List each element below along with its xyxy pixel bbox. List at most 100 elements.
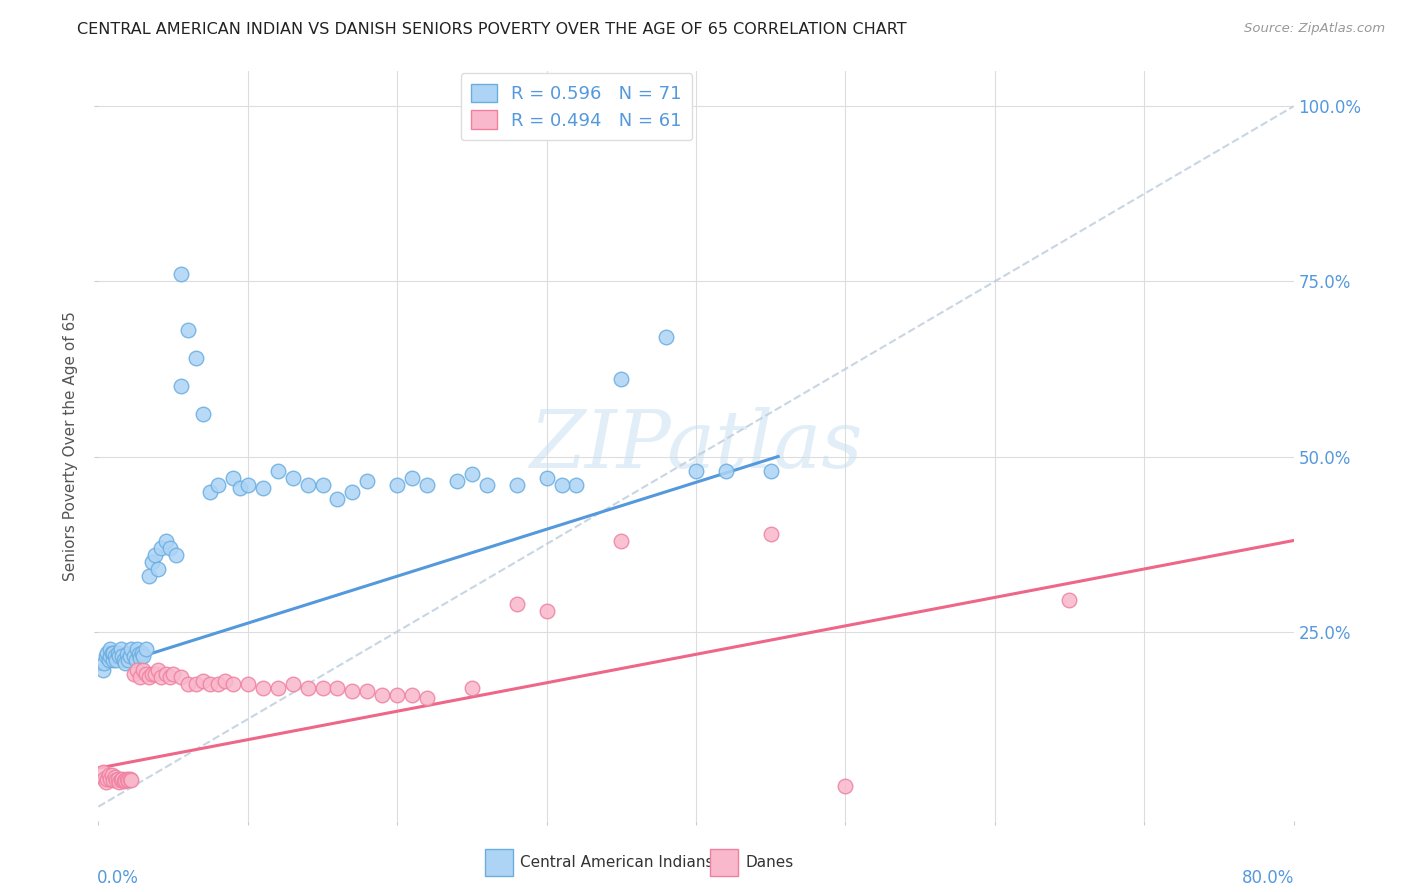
Point: [93, 656, 115, 670]
Point: [110, 642, 132, 657]
Point: [96, 772, 118, 786]
Point: [200, 484, 222, 499]
Point: [252, 481, 274, 495]
Point: [252, 681, 274, 695]
Point: [114, 656, 136, 670]
Point: [401, 470, 423, 484]
Point: [112, 774, 135, 789]
Point: [385, 688, 409, 702]
Point: [229, 481, 252, 495]
Point: [222, 677, 245, 691]
Point: [104, 770, 127, 784]
Point: [117, 772, 139, 787]
Point: [1059, 593, 1081, 607]
Point: [124, 666, 146, 681]
Point: [165, 548, 187, 562]
Point: [111, 649, 134, 664]
Point: [169, 268, 191, 282]
Text: ZIPatlas: ZIPatlas: [529, 408, 863, 484]
Point: [105, 652, 128, 666]
Point: [135, 642, 157, 657]
Point: [371, 688, 394, 702]
Point: [94, 649, 117, 664]
Point: [759, 526, 782, 541]
Legend: R = 0.596   N = 71, R = 0.494   N = 61: R = 0.596 N = 71, R = 0.494 N = 61: [461, 73, 692, 140]
Point: [356, 684, 378, 698]
Point: [177, 323, 200, 337]
Point: [550, 477, 572, 491]
Text: CENTRAL AMERICAN INDIAN VS DANISH SENIORS POVERTY OVER THE AGE OF 65 CORRELATION: CENTRAL AMERICAN INDIAN VS DANISH SENIOR…: [77, 22, 907, 37]
Point: [311, 477, 333, 491]
Point: [98, 649, 122, 664]
Text: Source: ZipAtlas.com: Source: ZipAtlas.com: [1244, 22, 1385, 36]
Point: [155, 666, 177, 681]
Point: [148, 561, 170, 575]
Point: [342, 484, 364, 499]
Point: [214, 673, 236, 688]
Point: [120, 772, 142, 787]
Point: [461, 681, 484, 695]
Point: [103, 652, 125, 666]
Point: [114, 772, 136, 787]
Point: [222, 470, 245, 484]
Point: [143, 548, 166, 562]
Point: [685, 463, 707, 477]
Point: [177, 677, 200, 691]
Point: [191, 673, 214, 688]
Point: [311, 681, 333, 695]
Point: [111, 772, 134, 786]
Point: [148, 663, 170, 677]
Point: [191, 408, 214, 422]
Point: [356, 474, 378, 488]
Point: [103, 646, 125, 660]
Point: [127, 642, 149, 657]
Point: [108, 775, 131, 789]
Point: [132, 649, 155, 664]
Point: [342, 684, 364, 698]
Point: [104, 649, 127, 664]
Point: [655, 330, 678, 344]
Point: [108, 649, 131, 664]
Point: [207, 477, 229, 491]
Point: [115, 772, 138, 786]
Point: [91, 663, 114, 677]
Point: [169, 670, 191, 684]
Point: [834, 779, 856, 793]
Point: [103, 772, 125, 787]
Point: [281, 677, 304, 691]
Point: [416, 691, 439, 706]
Point: [112, 652, 135, 666]
Point: [150, 670, 173, 684]
Point: [326, 681, 349, 695]
Point: [110, 772, 132, 787]
Point: [98, 772, 122, 786]
Point: [91, 764, 114, 779]
Point: [107, 646, 129, 660]
Point: [141, 666, 163, 681]
Point: [118, 772, 141, 786]
Point: [446, 474, 468, 488]
Point: [184, 351, 207, 366]
Point: [162, 666, 184, 681]
Point: [143, 666, 166, 681]
Point: [120, 642, 142, 657]
Point: [98, 642, 122, 657]
Point: [118, 649, 141, 664]
Point: [150, 541, 173, 555]
Point: [536, 603, 558, 617]
Point: [159, 541, 181, 555]
Point: [159, 670, 181, 684]
Point: [200, 677, 222, 691]
Point: [267, 681, 290, 695]
Point: [401, 688, 423, 702]
Point: [207, 677, 229, 691]
Text: Danes: Danes: [745, 855, 793, 870]
Point: [138, 670, 160, 684]
Point: [97, 768, 120, 782]
Point: [536, 470, 558, 484]
Point: [132, 663, 155, 677]
Point: [267, 463, 290, 477]
Point: [94, 775, 117, 789]
Point: [124, 649, 146, 664]
Point: [759, 463, 782, 477]
